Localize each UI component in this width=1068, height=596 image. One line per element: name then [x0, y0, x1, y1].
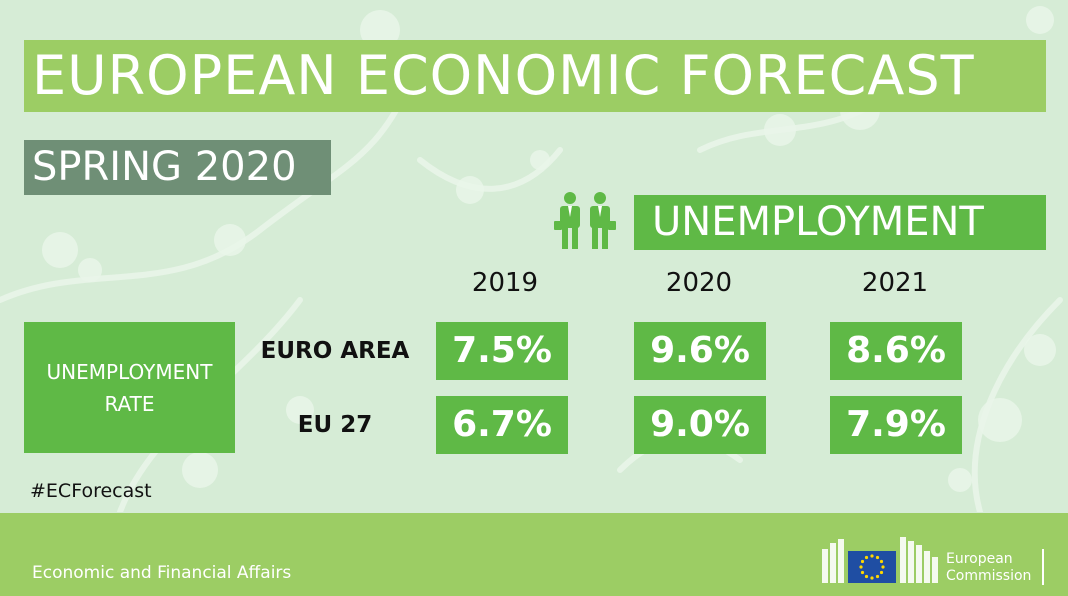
region-label-euro-area: EURO AREA [260, 338, 410, 364]
page-title: EUROPEAN ECONOMIC FORECAST [24, 40, 1046, 112]
department-name: Economic and Financial Affairs [32, 563, 292, 583]
year-header-2019: 2019 [471, 268, 539, 298]
ec-logo-line1: European [946, 551, 1013, 567]
value-eu27-2020: 9.0% [634, 396, 766, 454]
businesspeople-icon [554, 192, 616, 249]
value-euro-area-2019: 7.5% [436, 322, 568, 380]
value-eu27-2019: 6.7% [436, 396, 568, 454]
value-euro-area-2021: 8.6% [830, 322, 962, 380]
value-euro-area-2020: 9.6% [634, 322, 766, 380]
hashtag: #ECForecast [30, 480, 152, 502]
row-header-box: UNEMPLOYMENT RATE [24, 322, 235, 453]
value-eu27-2021: 7.9% [830, 396, 962, 454]
section-heading: UNEMPLOYMENT [634, 195, 1046, 250]
region-label-eu27: EU 27 [297, 412, 373, 438]
row-header-line2: RATE [104, 391, 155, 416]
year-header-2020: 2020 [665, 268, 733, 298]
eu-flag-icon [822, 537, 938, 583]
year-header-2021: 2021 [861, 268, 929, 298]
footer-bar: Economic and Financial Affairs European … [0, 513, 1068, 596]
season-label: SPRING 2020 [24, 140, 331, 195]
logo-divider [1042, 549, 1044, 585]
ec-logo-line2: Commission [946, 568, 1032, 584]
ec-logo-text: European Commission [946, 551, 1031, 585]
row-header-line1: UNEMPLOYMENT [46, 359, 213, 384]
